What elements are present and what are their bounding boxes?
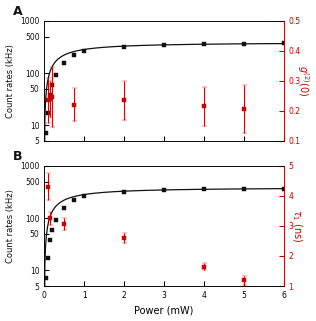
- Text: B: B: [13, 151, 23, 163]
- X-axis label: Power (mW): Power (mW): [134, 306, 194, 316]
- Y-axis label: Count rates (kHz): Count rates (kHz): [6, 44, 15, 118]
- Y-axis label: Count rates (kHz): Count rates (kHz): [6, 189, 15, 263]
- Text: A: A: [13, 5, 23, 18]
- Y-axis label: $\tau_1$ (ns): $\tau_1$ (ns): [289, 209, 303, 243]
- Y-axis label: $g^{(2)}(0)$: $g^{(2)}(0)$: [295, 65, 310, 97]
